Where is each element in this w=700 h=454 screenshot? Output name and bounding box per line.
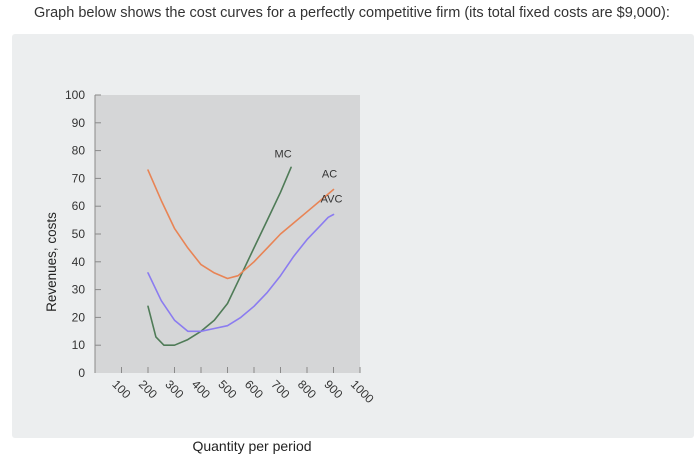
x-tick-label-800: 800 (295, 377, 319, 401)
y-tick-label-50: 50 (72, 227, 86, 241)
x-tick-label-900: 900 (321, 377, 345, 401)
x-tick-label-500: 500 (215, 377, 239, 401)
series-mc-label: MC (275, 148, 292, 160)
y-tick-label-30: 30 (72, 283, 86, 297)
y-tick-label-10: 10 (72, 338, 86, 352)
origin-label: 0 (78, 366, 85, 380)
x-tick-label-1000: 1000 (348, 377, 377, 406)
series-avc-line (147, 213, 335, 333)
x-tick-label-200: 200 (136, 377, 160, 401)
y-tick-label-70: 70 (72, 171, 86, 185)
x-tick-label-400: 400 (189, 377, 213, 401)
series-mc-line (147, 166, 292, 347)
y-tick-label-80: 80 (72, 144, 86, 158)
plot-area (95, 95, 360, 373)
chart-panel: 10 20 30 40 50 60 70 80 90 100 0 100 200 300 400 500 600… (12, 34, 694, 454)
x-tick-label-600: 600 (242, 377, 266, 401)
x-axis-label: Quantity per period (192, 438, 312, 454)
question-text: Graph below shows the cost curves for a … (34, 5, 670, 21)
y-tick-label-60: 60 (72, 199, 86, 213)
y-tick-label-90: 90 (72, 116, 86, 130)
series-ac-label: AC (322, 169, 337, 181)
y-tick-label-40: 40 (72, 255, 86, 269)
y-axis-label: Revenues, costs (44, 212, 59, 312)
series-ac-line (147, 169, 335, 280)
y-tick-label-100: 100 (65, 88, 85, 102)
x-tick-label-700: 700 (268, 377, 292, 401)
x-tick-label-100: 100 (109, 377, 133, 401)
x-tick-label-300: 300 (162, 377, 186, 401)
y-tick-label-20: 20 (72, 310, 86, 324)
series-avc-label: AVC (321, 194, 343, 206)
